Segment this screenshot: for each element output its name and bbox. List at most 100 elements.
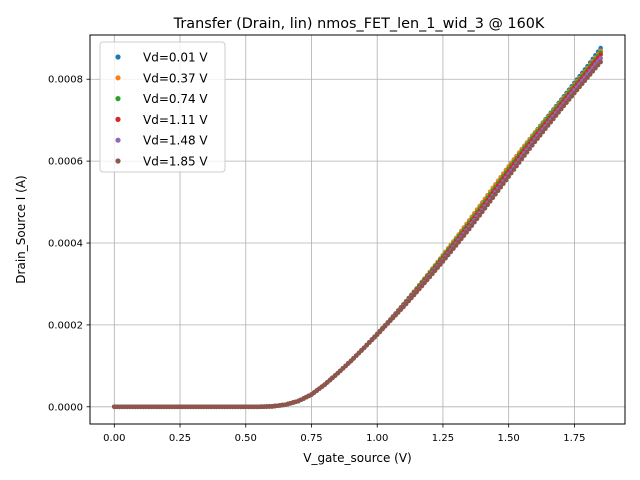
legend-marker bbox=[115, 137, 121, 143]
data-point bbox=[414, 289, 419, 295]
data-point bbox=[509, 170, 514, 176]
data-point bbox=[516, 160, 522, 165]
data-point bbox=[535, 136, 540, 141]
data-point bbox=[456, 239, 462, 245]
data-point bbox=[532, 139, 538, 145]
x-axis-label: V_gate_source (V) bbox=[303, 451, 412, 465]
data-point bbox=[495, 188, 501, 194]
data-point bbox=[566, 97, 572, 102]
data-point bbox=[443, 255, 448, 261]
legend-label: Vd=1.85 V bbox=[143, 155, 208, 169]
data-point bbox=[401, 304, 406, 310]
data-point bbox=[551, 116, 556, 122]
data-point bbox=[422, 280, 427, 286]
y-axis-ticks: 0.0000 0.0002 0.0004 0.0006 0.0008 bbox=[48, 75, 90, 413]
x-tick-label: 1.50 bbox=[498, 433, 520, 444]
data-point bbox=[598, 59, 603, 65]
data-point bbox=[432, 268, 438, 274]
data-points bbox=[112, 45, 603, 410]
legend-label: Vd=0.37 V bbox=[143, 71, 208, 85]
data-point bbox=[461, 233, 467, 238]
y-tick-label: 0.0008 bbox=[48, 75, 83, 86]
data-point bbox=[527, 146, 532, 152]
y-tick-label: 0.0002 bbox=[48, 320, 83, 331]
data-point bbox=[416, 286, 422, 292]
data-point bbox=[582, 78, 588, 83]
data-point bbox=[445, 252, 451, 258]
data-point bbox=[587, 72, 593, 77]
data-point bbox=[556, 110, 561, 115]
data-point bbox=[598, 56, 603, 61]
data-point bbox=[577, 84, 582, 90]
x-tick-label: 0.75 bbox=[300, 433, 322, 444]
data-point bbox=[590, 69, 596, 74]
data-point bbox=[477, 213, 483, 218]
data-point bbox=[569, 94, 575, 99]
data-point bbox=[451, 246, 456, 251]
legend-label: Vd=0.01 V bbox=[143, 51, 208, 65]
data-point bbox=[459, 236, 464, 242]
data-point bbox=[409, 295, 414, 301]
data-point bbox=[553, 113, 559, 118]
data-point bbox=[585, 75, 590, 80]
data-point bbox=[438, 262, 443, 267]
data-point bbox=[464, 230, 469, 235]
y-tick-label: 0.0000 bbox=[48, 402, 83, 413]
data-point bbox=[572, 90, 577, 96]
legend-box bbox=[99, 41, 226, 173]
data-point bbox=[474, 216, 480, 222]
data-point bbox=[435, 265, 440, 270]
data-point bbox=[598, 52, 603, 57]
data-point bbox=[490, 195, 496, 201]
data-point bbox=[466, 226, 472, 232]
y-axis-label: Drain_Source I (A) bbox=[14, 175, 28, 283]
data-point bbox=[498, 184, 504, 190]
legend-label: Vd=0.74 V bbox=[143, 92, 208, 106]
data-point bbox=[530, 143, 535, 148]
data-point bbox=[514, 163, 519, 169]
legend-marker bbox=[115, 116, 121, 122]
data-point bbox=[501, 181, 506, 187]
data-point bbox=[440, 259, 446, 264]
data-point bbox=[472, 219, 477, 225]
data-point bbox=[406, 298, 412, 304]
data-point bbox=[485, 202, 490, 208]
data-point bbox=[419, 283, 425, 289]
y-tick-label: 0.0006 bbox=[48, 157, 83, 168]
data-point bbox=[558, 106, 564, 112]
data-point bbox=[480, 209, 485, 215]
data-point bbox=[543, 126, 548, 132]
data-point bbox=[545, 123, 551, 128]
data-point bbox=[427, 274, 433, 280]
legend-marker bbox=[115, 158, 121, 164]
data-point bbox=[482, 206, 488, 211]
legend-marker bbox=[115, 96, 121, 102]
series-points bbox=[112, 59, 603, 410]
data-point bbox=[574, 87, 580, 93]
data-point bbox=[522, 153, 527, 158]
data-point bbox=[403, 301, 409, 307]
legend: Vd=0.01 V Vd=0.37 V Vd=0.74 V Vd=1.11 V Vd=1… bbox=[99, 41, 226, 173]
x-tick-label: 1.25 bbox=[432, 433, 454, 444]
data-point bbox=[593, 65, 598, 71]
data-point bbox=[548, 119, 554, 125]
legend-marker bbox=[115, 54, 121, 60]
data-point bbox=[411, 292, 417, 298]
x-tick-label: 1.00 bbox=[366, 433, 388, 444]
data-point bbox=[564, 100, 569, 106]
chart-title: Transfer (Drain, lin) nmos_FET_len_1_wid… bbox=[173, 16, 545, 32]
data-point bbox=[579, 81, 585, 87]
data-point bbox=[524, 149, 530, 155]
data-point bbox=[469, 223, 475, 228]
plot-frame bbox=[89, 34, 626, 425]
x-tick-label: 1.75 bbox=[563, 433, 585, 444]
x-tick-label: 0.00 bbox=[103, 433, 125, 444]
data-point bbox=[540, 129, 546, 135]
data-point bbox=[506, 174, 511, 179]
data-point bbox=[519, 156, 525, 162]
data-point bbox=[487, 199, 493, 204]
legend-items: Vd=0.01 V Vd=0.37 V Vd=0.74 V Vd=1.11 V Vd=1… bbox=[115, 51, 208, 169]
y-tick-label: 0.0004 bbox=[48, 239, 83, 250]
data-point bbox=[595, 62, 601, 68]
